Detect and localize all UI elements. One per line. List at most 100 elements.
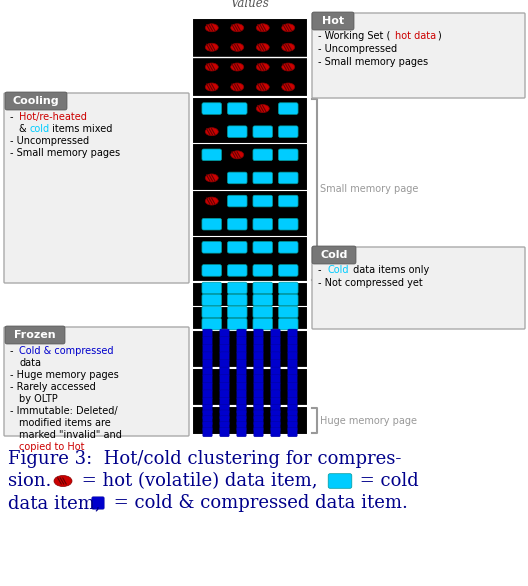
Text: = cold & compressed data item.: = cold & compressed data item. xyxy=(108,494,408,512)
FancyBboxPatch shape xyxy=(253,195,272,207)
FancyBboxPatch shape xyxy=(203,367,212,376)
FancyBboxPatch shape xyxy=(203,382,212,391)
Ellipse shape xyxy=(54,475,72,486)
Ellipse shape xyxy=(282,43,295,51)
Ellipse shape xyxy=(231,83,244,91)
FancyBboxPatch shape xyxy=(254,345,263,354)
FancyBboxPatch shape xyxy=(203,359,212,369)
FancyBboxPatch shape xyxy=(203,421,212,431)
FancyBboxPatch shape xyxy=(271,421,280,431)
FancyBboxPatch shape xyxy=(92,497,104,509)
FancyBboxPatch shape xyxy=(288,352,297,362)
FancyBboxPatch shape xyxy=(220,352,229,362)
FancyBboxPatch shape xyxy=(271,397,280,407)
FancyBboxPatch shape xyxy=(288,374,297,384)
FancyBboxPatch shape xyxy=(312,246,356,264)
Text: - Small memory pages: - Small memory pages xyxy=(318,57,428,67)
FancyBboxPatch shape xyxy=(271,352,280,362)
FancyBboxPatch shape xyxy=(228,265,247,276)
FancyBboxPatch shape xyxy=(228,103,247,114)
FancyBboxPatch shape xyxy=(202,103,222,114)
FancyBboxPatch shape xyxy=(253,294,272,306)
Text: hot data: hot data xyxy=(395,31,436,41)
FancyBboxPatch shape xyxy=(220,404,229,414)
Text: = hot (volatile) data item,: = hot (volatile) data item, xyxy=(76,472,317,490)
FancyBboxPatch shape xyxy=(288,416,297,425)
FancyBboxPatch shape xyxy=(4,93,189,283)
FancyBboxPatch shape xyxy=(271,382,280,391)
FancyBboxPatch shape xyxy=(203,345,212,354)
FancyBboxPatch shape xyxy=(288,427,297,437)
Text: - Rarely accessed: - Rarely accessed xyxy=(10,382,96,392)
FancyBboxPatch shape xyxy=(220,374,229,384)
FancyBboxPatch shape xyxy=(271,367,280,376)
FancyBboxPatch shape xyxy=(271,345,280,354)
FancyBboxPatch shape xyxy=(237,390,246,399)
Ellipse shape xyxy=(256,83,269,91)
Text: - Uncompressed: - Uncompressed xyxy=(10,136,89,146)
FancyBboxPatch shape xyxy=(288,404,297,414)
Ellipse shape xyxy=(231,24,244,32)
FancyBboxPatch shape xyxy=(202,318,222,330)
FancyBboxPatch shape xyxy=(237,404,246,414)
FancyBboxPatch shape xyxy=(203,427,212,437)
FancyBboxPatch shape xyxy=(237,352,246,362)
FancyBboxPatch shape xyxy=(254,337,263,346)
FancyBboxPatch shape xyxy=(254,404,263,414)
FancyBboxPatch shape xyxy=(237,416,246,425)
FancyBboxPatch shape xyxy=(288,359,297,369)
Text: copied to Hot: copied to Hot xyxy=(19,442,84,452)
FancyBboxPatch shape xyxy=(271,416,280,425)
FancyBboxPatch shape xyxy=(271,337,280,346)
FancyBboxPatch shape xyxy=(4,327,189,436)
FancyBboxPatch shape xyxy=(237,374,246,384)
FancyBboxPatch shape xyxy=(203,337,212,346)
FancyBboxPatch shape xyxy=(228,172,247,184)
FancyBboxPatch shape xyxy=(288,337,297,346)
Polygon shape xyxy=(192,18,308,435)
FancyBboxPatch shape xyxy=(237,427,246,437)
Text: - Huge memory pages: - Huge memory pages xyxy=(10,370,119,380)
Ellipse shape xyxy=(205,24,218,32)
FancyBboxPatch shape xyxy=(237,382,246,391)
FancyBboxPatch shape xyxy=(278,318,298,330)
Text: - Working Set (: - Working Set ( xyxy=(318,31,390,41)
FancyBboxPatch shape xyxy=(5,92,67,110)
FancyBboxPatch shape xyxy=(202,306,222,318)
FancyBboxPatch shape xyxy=(288,345,297,354)
FancyBboxPatch shape xyxy=(228,241,247,253)
FancyBboxPatch shape xyxy=(254,421,263,431)
Text: by OLTP: by OLTP xyxy=(19,394,58,404)
FancyBboxPatch shape xyxy=(278,282,298,294)
FancyBboxPatch shape xyxy=(228,318,247,330)
FancyBboxPatch shape xyxy=(278,126,298,138)
FancyBboxPatch shape xyxy=(203,374,212,384)
FancyBboxPatch shape xyxy=(254,416,263,425)
FancyBboxPatch shape xyxy=(220,359,229,369)
FancyBboxPatch shape xyxy=(278,219,298,230)
FancyBboxPatch shape xyxy=(288,329,297,339)
FancyBboxPatch shape xyxy=(253,306,272,318)
FancyBboxPatch shape xyxy=(228,294,247,306)
Text: - Not compressed yet: - Not compressed yet xyxy=(318,278,423,288)
Polygon shape xyxy=(192,18,308,97)
FancyBboxPatch shape xyxy=(271,404,280,414)
FancyBboxPatch shape xyxy=(203,329,212,339)
FancyBboxPatch shape xyxy=(288,367,297,376)
FancyBboxPatch shape xyxy=(288,410,297,420)
FancyBboxPatch shape xyxy=(253,318,272,330)
FancyBboxPatch shape xyxy=(228,219,247,230)
FancyBboxPatch shape xyxy=(254,382,263,391)
FancyBboxPatch shape xyxy=(253,219,272,230)
Text: data item,: data item, xyxy=(8,494,101,512)
FancyBboxPatch shape xyxy=(237,397,246,407)
FancyBboxPatch shape xyxy=(202,219,222,230)
FancyBboxPatch shape xyxy=(278,172,298,184)
Ellipse shape xyxy=(205,174,218,182)
Text: ): ) xyxy=(437,31,441,41)
FancyBboxPatch shape xyxy=(253,126,272,138)
Text: Cold & compressed: Cold & compressed xyxy=(19,346,114,356)
FancyBboxPatch shape xyxy=(220,421,229,431)
FancyBboxPatch shape xyxy=(202,294,222,306)
FancyBboxPatch shape xyxy=(288,397,297,407)
